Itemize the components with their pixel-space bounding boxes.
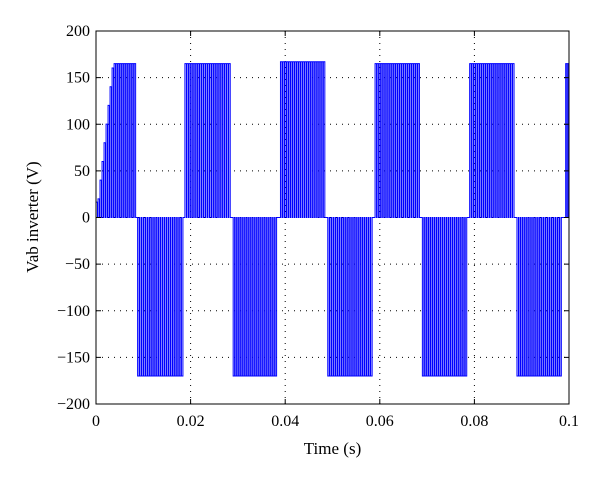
y-tick-label: 0 bbox=[82, 210, 90, 227]
x-tick-label: 0.08 bbox=[460, 413, 488, 430]
y-tick-label: −200 bbox=[57, 396, 90, 413]
x-tick-label: 0 bbox=[92, 413, 100, 430]
x-tick-labels: 0 0.02 0.04 0.06 0.08 0.1 bbox=[92, 413, 579, 430]
y-tick-label: 50 bbox=[74, 163, 90, 180]
x-tick-label: 0.04 bbox=[271, 413, 299, 430]
x-tick-label: 0.06 bbox=[366, 413, 394, 430]
series-vab-inverter bbox=[95, 61, 570, 377]
y-axis-label: Vab inverter (V) bbox=[23, 161, 42, 272]
y-tick-label: 100 bbox=[66, 116, 90, 133]
y-tick-label: −50 bbox=[65, 256, 90, 273]
y-tick-label: −100 bbox=[57, 303, 90, 320]
series-line-vab bbox=[95, 61, 570, 377]
axis-ticks bbox=[95, 30, 570, 405]
y-tick-label: 200 bbox=[66, 23, 90, 40]
x-tick-label: 0.1 bbox=[559, 413, 579, 430]
y-tick-label: 150 bbox=[66, 70, 90, 87]
x-tick-label: 0.02 bbox=[177, 413, 205, 430]
y-tick-label: −150 bbox=[57, 349, 90, 366]
y-tick-labels: 200 150 100 50 0 −50 −100 −150 −200 bbox=[57, 23, 90, 413]
x-axis-label: Time (s) bbox=[304, 439, 361, 458]
